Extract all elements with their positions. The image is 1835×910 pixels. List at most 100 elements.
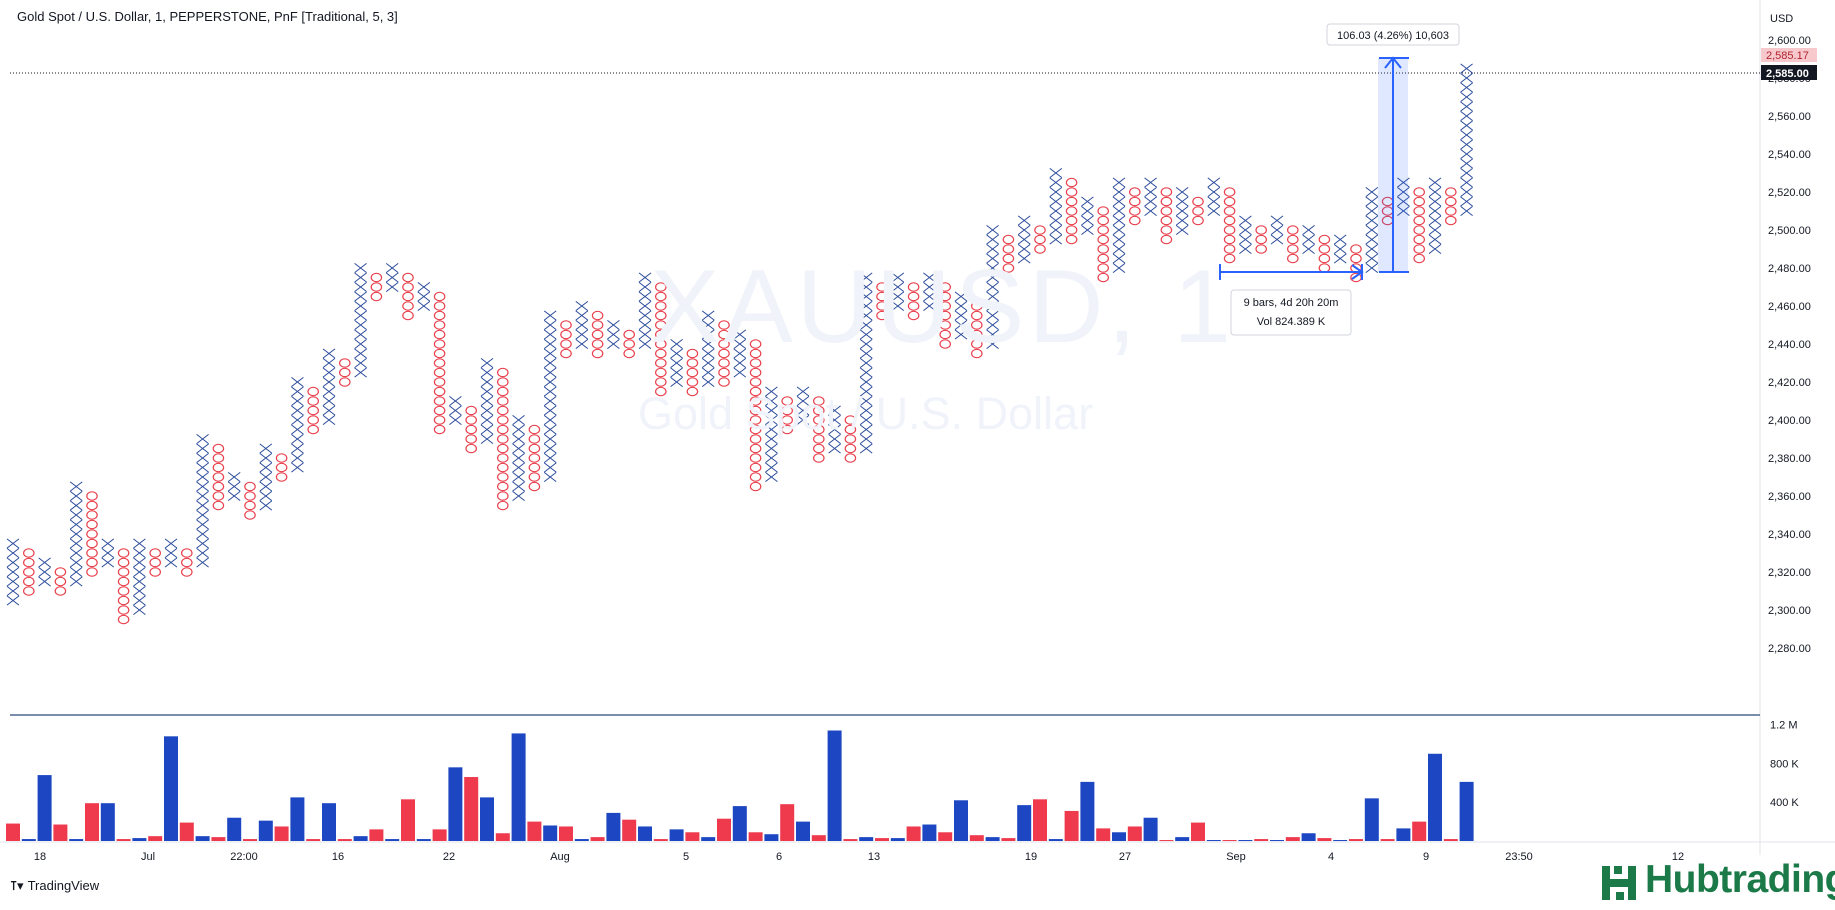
pnf-o-box [686, 367, 699, 378]
pnf-o-box [433, 348, 446, 359]
pnf-x-box [322, 367, 336, 378]
volume-bar [432, 829, 447, 841]
pnf-x-box [196, 491, 209, 501]
pnf-x-box [449, 405, 462, 416]
pnf-column [1318, 234, 1331, 273]
pnf-o-box [496, 443, 509, 454]
pnf-o-box [212, 443, 225, 454]
pnf-x-box [859, 301, 873, 311]
pnf-column [385, 263, 399, 292]
pnf-x-box [1460, 82, 1473, 93]
pnf-column [1413, 187, 1425, 264]
price-tick-label: 2,340.00 [1768, 529, 1811, 541]
pnf-o-box [939, 282, 951, 292]
volume-bar [1459, 781, 1474, 841]
pnf-o-box [212, 481, 225, 492]
symbol-legend[interactable]: Gold Spot / U.S. Dollar, 1, PEPPERSTONE,… [17, 9, 398, 24]
pnf-o-box [749, 386, 762, 397]
volume-bar [401, 799, 415, 841]
pnf-x-box [543, 377, 557, 387]
time-tick-label: 9 [1423, 851, 1429, 863]
pnf-x-box [954, 291, 968, 302]
pnf-column [1255, 225, 1267, 254]
pnf-o-box [1129, 187, 1141, 197]
pnf-x-box [196, 538, 209, 549]
pnf-o-box [528, 443, 541, 454]
pnf-o-box [117, 614, 130, 625]
pnf-x-box [1239, 225, 1252, 235]
pnf-x-box [1239, 234, 1252, 245]
pnf-x-box [322, 377, 336, 387]
volume-bar [1364, 798, 1379, 841]
pnf-o-box [1287, 225, 1299, 235]
volume-bar [1396, 828, 1411, 841]
pnf-x-box [1270, 215, 1284, 226]
pnf-o-box [1223, 225, 1236, 235]
pnf-x-box [701, 310, 715, 321]
pnf-x-box [1049, 196, 1063, 207]
pnf-o-box [812, 415, 825, 425]
pnf-x-box [196, 519, 209, 530]
pnf-x-box [227, 481, 241, 492]
pnf-x-box [701, 339, 715, 349]
volume-bar [211, 837, 226, 841]
pnf-x-box [1428, 187, 1442, 197]
pnf-x-box [986, 263, 999, 273]
pnf-column [954, 291, 968, 340]
pnf-x-box [512, 415, 525, 425]
pnf-o-box [749, 481, 762, 492]
volume-bar [732, 806, 747, 841]
pnf-x-box [1365, 244, 1379, 254]
pnf-column [1160, 187, 1173, 245]
volume-bar [1143, 817, 1158, 841]
pnf-o-box [433, 415, 446, 425]
pnf-x-box [1049, 234, 1063, 245]
pnf-x-box [417, 282, 431, 292]
pnf-x-box [828, 434, 841, 444]
pnf-x-box [859, 272, 873, 283]
price-tick-label: 2,520.00 [1768, 187, 1811, 199]
pnf-x-box [196, 453, 209, 463]
pnf-x-box [1460, 63, 1473, 74]
pnf-o-box [86, 529, 98, 539]
pnf-x-box [196, 434, 209, 444]
pnf-x-box [291, 443, 304, 454]
pnf-column [417, 282, 431, 311]
tradingview-brand[interactable]: ⊺▾ TradingView [10, 878, 99, 894]
pnf-o-box [117, 576, 130, 587]
pnf-o-box [654, 386, 667, 397]
pnf-x-box [638, 329, 652, 340]
pnf-x-box [322, 358, 336, 368]
pnf-x-box [449, 415, 462, 425]
pnf-column [1065, 177, 1078, 245]
pnf-x-box [480, 377, 494, 387]
pnf-o-box [22, 557, 35, 568]
pnf-o-box [812, 453, 825, 463]
pnf-o-box [560, 320, 572, 330]
pnf-x-box [1207, 206, 1221, 216]
pnf-column [828, 405, 841, 454]
pnf-o-box [686, 348, 699, 359]
pnf-o-box [970, 348, 983, 359]
pnf-x-box [259, 481, 273, 492]
time-tick-label: 5 [683, 851, 689, 863]
pnf-o-box [1350, 253, 1362, 264]
pnf-o-box [1129, 206, 1141, 216]
pnf-column [1175, 187, 1189, 235]
pnf-o-box [654, 377, 667, 387]
pnf-o-box [1160, 234, 1173, 245]
pnf-x-box [1144, 187, 1157, 197]
pnf-x-box [986, 339, 999, 349]
pnf-o-box [591, 329, 604, 340]
volume-bar [543, 825, 558, 841]
pnf-x-box [765, 462, 778, 473]
pnf-o-box [433, 424, 446, 435]
pnf-x-box [859, 386, 873, 397]
pnf-o-box [433, 320, 446, 330]
pnf-o-box [1255, 225, 1267, 235]
pnf-x-box [701, 320, 715, 330]
pnf-x-box [1112, 263, 1126, 273]
pnf-x-box [670, 339, 683, 349]
